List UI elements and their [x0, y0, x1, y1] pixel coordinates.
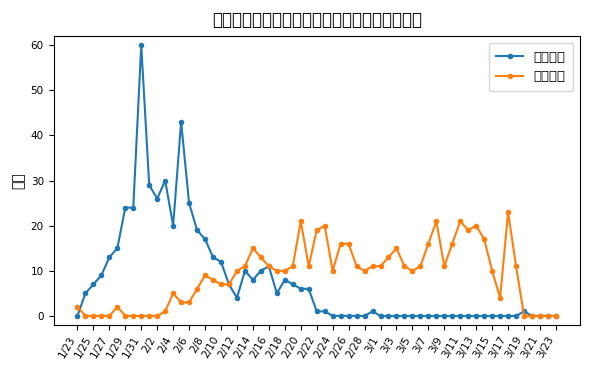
新增治愈: [177, 300, 184, 305]
新增治愈: [193, 287, 200, 291]
新增确诊: [74, 313, 81, 318]
新增治愈: [249, 246, 256, 250]
新增确诊: [337, 313, 344, 318]
新增确诊: [249, 278, 256, 282]
新增治愈: [369, 264, 376, 269]
新增治愈: [82, 313, 89, 318]
新增确诊: [496, 313, 504, 318]
新增确诊: [138, 43, 145, 47]
新增确诊: [193, 228, 200, 232]
Legend: 新增确诊, 新增治愈: 新增确诊, 新增治愈: [489, 43, 573, 91]
新增治愈: [496, 296, 504, 300]
新增治愈: [553, 313, 560, 318]
Line: 新增确诊: 新增确诊: [76, 43, 558, 318]
Line: 新增治愈: 新增治愈: [76, 210, 558, 318]
Title: 深圳新型冠状病毒肺炎每日新增确诊和新增治愈: 深圳新型冠状病毒肺炎每日新增确诊和新增治愈: [212, 11, 422, 29]
新增治愈: [74, 305, 81, 309]
Y-axis label: 人数: 人数: [11, 172, 25, 189]
新增确诊: [369, 309, 376, 313]
新增确诊: [553, 313, 560, 318]
新增治愈: [505, 210, 512, 214]
新增确诊: [177, 120, 184, 124]
新增治愈: [337, 242, 344, 246]
